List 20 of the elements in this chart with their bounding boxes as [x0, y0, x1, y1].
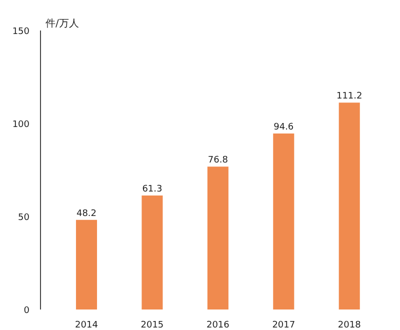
x-tick-label: 2017 [272, 320, 296, 330]
x-tick-label: 2018 [338, 320, 362, 330]
bar [207, 166, 228, 310]
y-tick-label: 100 [12, 120, 30, 130]
bar [273, 134, 294, 310]
data-label: 94.6 [274, 122, 294, 133]
data-label: 111.2 [336, 92, 362, 102]
data-label: 76.8 [208, 156, 228, 166]
bar [142, 195, 163, 310]
bar [76, 220, 98, 310]
data-label: 61.3 [142, 184, 162, 194]
x-tick-label: 2014 [75, 320, 98, 330]
y-axis-title: 件/万人 [46, 18, 79, 30]
y-tick-label: 150 [12, 27, 30, 37]
data-label: 48.2 [76, 208, 97, 219]
y-tick-label: 50 [18, 213, 30, 223]
bar [338, 102, 360, 310]
x-tick-label: 2015 [140, 320, 164, 330]
y-tick-label: 0 [24, 306, 30, 316]
x-tick-label: 2016 [206, 320, 230, 330]
